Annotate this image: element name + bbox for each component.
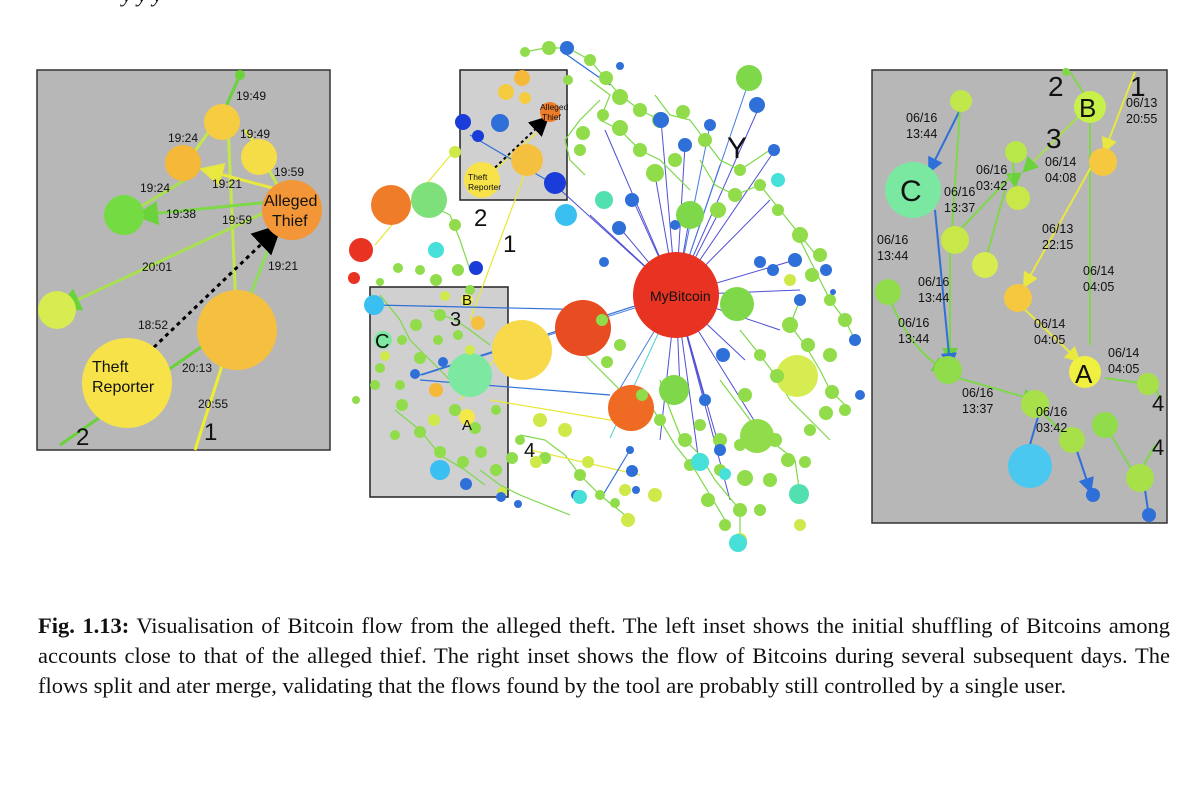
edge-label: 06/13 [1042, 222, 1073, 236]
marker-1-center: 1 [503, 231, 516, 258]
right-inset: 2 1 B 3 C A 4 4 06/13 20:55 06/16 13:44 … [871, 68, 1168, 524]
marker-4-right-b: 4 [1152, 435, 1164, 460]
center-thief-label-2: Thief [542, 112, 562, 122]
edge-label: 13:44 [877, 249, 908, 263]
center-reporter-label-1: Theft [468, 172, 488, 182]
edge-label: 04:08 [1045, 171, 1076, 185]
edge-label: 19:59 [222, 213, 252, 227]
marker-3-right: 3 [1046, 123, 1062, 154]
edge-label: 13:37 [962, 402, 993, 416]
edge-label: 19:49 [236, 89, 266, 103]
edge-label: 06/13 [1126, 96, 1157, 110]
marker-2-right: 2 [1048, 71, 1064, 102]
marker-1: 1 [204, 419, 217, 446]
marker-b-center: B [462, 292, 472, 309]
edge-label: 06/16 [918, 275, 949, 289]
edge-label: 18:52 [138, 318, 168, 332]
edge-label: 19:59 [274, 165, 304, 179]
center-thief-label-1: Alleged [540, 102, 569, 112]
theft-reporter-label-1: Theft [92, 359, 129, 376]
bitcoin-flow-figure: Alleged Thief Theft Reporter 19:49 19:24… [36, 41, 1168, 552]
edge-label-date: 06/13 [1126, 96, 1157, 110]
edge-label: 06/14 [1045, 155, 1076, 169]
marker-4-center: 4 [524, 440, 535, 462]
edge-label: 03:42 [1036, 421, 1067, 435]
edge-label: 20:55 [198, 397, 228, 411]
edge-label: 06/16 [898, 316, 929, 330]
clipped-text-fragment: y y y [122, 0, 162, 8]
edge-label: 06/14 [1108, 346, 1139, 360]
edge-label: 19:49 [240, 127, 270, 141]
edge-label: 19:21 [268, 259, 298, 273]
marker-2-center: 2 [474, 205, 487, 232]
edge-label: 06/16 [906, 111, 937, 125]
edge-label: 06/16 [944, 185, 975, 199]
edge-label: 13:37 [944, 201, 975, 215]
marker-a-center: A [462, 417, 472, 434]
edge-label: 06/16 [976, 163, 1007, 177]
marker-b-right: B [1079, 93, 1096, 123]
mybitcoin-hub [633, 252, 719, 338]
marker-3-center: 3 [450, 309, 461, 331]
marker-1-right: 1 [1130, 71, 1146, 102]
theft-reporter-label-2: Reporter [92, 379, 155, 396]
marker-y: Y [727, 132, 747, 165]
edge-label: 19:24 [168, 131, 198, 145]
edge-label: 06/14 [1034, 317, 1065, 331]
edge-label: 06/14 [1083, 264, 1114, 278]
edge-label: 04:05 [1034, 333, 1065, 347]
edge-label: 13:44 [898, 332, 929, 346]
marker-c-center: C [375, 331, 389, 353]
edge-label: 19:21 [212, 177, 242, 191]
mybitcoin-label: MyBitcoin [650, 288, 711, 304]
edge-label: 13:44 [918, 291, 949, 305]
edge-label: 13:44 [906, 127, 937, 141]
edge-label: 20:13 [182, 361, 212, 375]
edge-label: 06/16 [877, 233, 908, 247]
edge-label: 06/16 [962, 386, 993, 400]
alleged-thief-label-1: Alleged [264, 193, 317, 210]
caption-text: Visualisation of Bitcoin flow from the a… [38, 613, 1171, 698]
edge-label: 03:42 [976, 179, 1007, 193]
left-inset: Alleged Thief Theft Reporter 19:49 19:24… [36, 69, 331, 451]
edge-label: 19:24 [140, 181, 170, 195]
center-graph: MyBitcoin Alleged Thief Theft Reporter Y… [348, 41, 865, 552]
caption-label: Fig. 1.13: [38, 613, 130, 638]
edge-label: 19:38 [166, 207, 196, 221]
edge-label: 04:05 [1108, 362, 1139, 376]
edge-label: 22:15 [1042, 238, 1073, 252]
marker-c-right: C [900, 175, 922, 208]
marker-4-right-a: 4 [1152, 391, 1164, 416]
edge-label: 20:55 [1126, 112, 1157, 126]
marker-a-right: A [1075, 359, 1093, 389]
center-reporter-label-2: Reporter [468, 182, 501, 192]
alleged-thief-label-2: Thief [272, 213, 308, 230]
edge-label: 20:01 [142, 260, 172, 274]
edge-label: 06/16 [1036, 405, 1067, 419]
edge-label: 04:05 [1083, 280, 1114, 294]
marker-2: 2 [76, 424, 89, 451]
figure-caption: Fig. 1.13: Visualisation of Bitcoin flow… [38, 611, 1170, 701]
